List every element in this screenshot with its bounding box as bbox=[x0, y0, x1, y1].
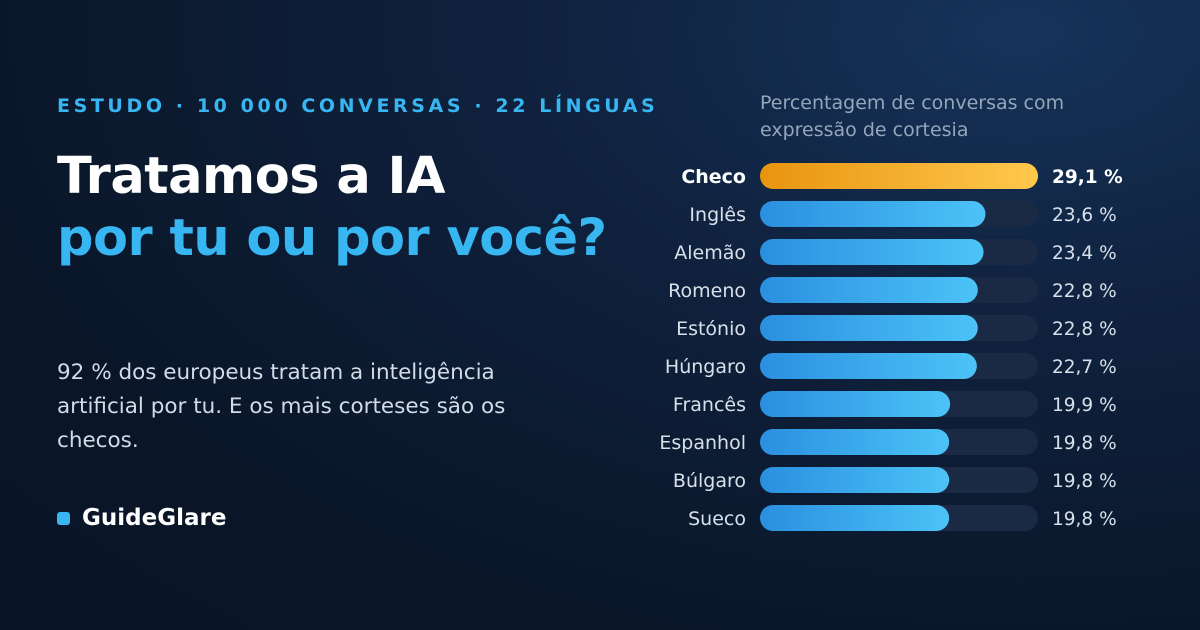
category-label-espanhol: Espanhol bbox=[659, 432, 746, 454]
brand-name: GuideGlare bbox=[82, 505, 227, 531]
bar-sueco bbox=[760, 505, 950, 531]
headline: Tratamos a IA por tu ou por você? bbox=[57, 146, 657, 270]
bar-romeno bbox=[760, 277, 978, 303]
value-label-frances: 19,9 % bbox=[1052, 395, 1117, 416]
category-label-romeno: Romeno bbox=[668, 280, 746, 302]
bar-alemao bbox=[760, 239, 984, 265]
category-label-hungaro: Húngaro bbox=[665, 356, 746, 378]
value-label-romeno: 22,8 % bbox=[1052, 281, 1117, 302]
value-label-sueco: 19,8 % bbox=[1052, 509, 1117, 530]
value-label-ingles: 23,6 % bbox=[1052, 205, 1117, 226]
category-label-bulgaro: Búlgaro bbox=[673, 470, 746, 492]
value-label-espanhol: 19,8 % bbox=[1052, 433, 1117, 454]
bar-checo bbox=[760, 163, 1038, 189]
value-label-checo: 29,1 % bbox=[1052, 167, 1123, 188]
category-label-checo: Checo bbox=[681, 166, 746, 188]
chart-title: Percentagem de conversas com expressão d… bbox=[760, 92, 1065, 141]
bar-bulgaro bbox=[760, 467, 950, 493]
bar-ingles bbox=[760, 201, 986, 227]
value-label-alemao: 23,4 % bbox=[1052, 243, 1117, 264]
brand-square-icon bbox=[57, 511, 70, 525]
category-label-estonio: Estónio bbox=[676, 318, 746, 340]
kicker: ESTUDO · 10 000 CONVERSAS · 22 LÍNGUAS bbox=[57, 95, 659, 117]
bar-hungaro bbox=[760, 353, 977, 379]
brand: GuideGlare bbox=[57, 505, 226, 531]
headline-line-2: por tu ou por você? bbox=[57, 209, 607, 268]
category-label-sueco: Sueco bbox=[688, 508, 746, 530]
value-label-estonio: 22,8 % bbox=[1052, 319, 1117, 340]
bar-espanhol bbox=[760, 429, 950, 455]
subtitle: 92 % dos europeus tratam a inteligência … bbox=[57, 360, 506, 453]
headline-line-1: Tratamos a IA bbox=[57, 147, 445, 206]
category-label-alemao: Alemão bbox=[674, 242, 746, 264]
category-label-ingles: Inglês bbox=[689, 204, 746, 226]
value-label-hungaro: 22,7 % bbox=[1052, 357, 1117, 378]
value-label-bulgaro: 19,8 % bbox=[1052, 471, 1117, 492]
category-label-frances: Francês bbox=[673, 394, 746, 416]
bar-estonio bbox=[760, 315, 978, 341]
bar-frances bbox=[760, 391, 951, 417]
